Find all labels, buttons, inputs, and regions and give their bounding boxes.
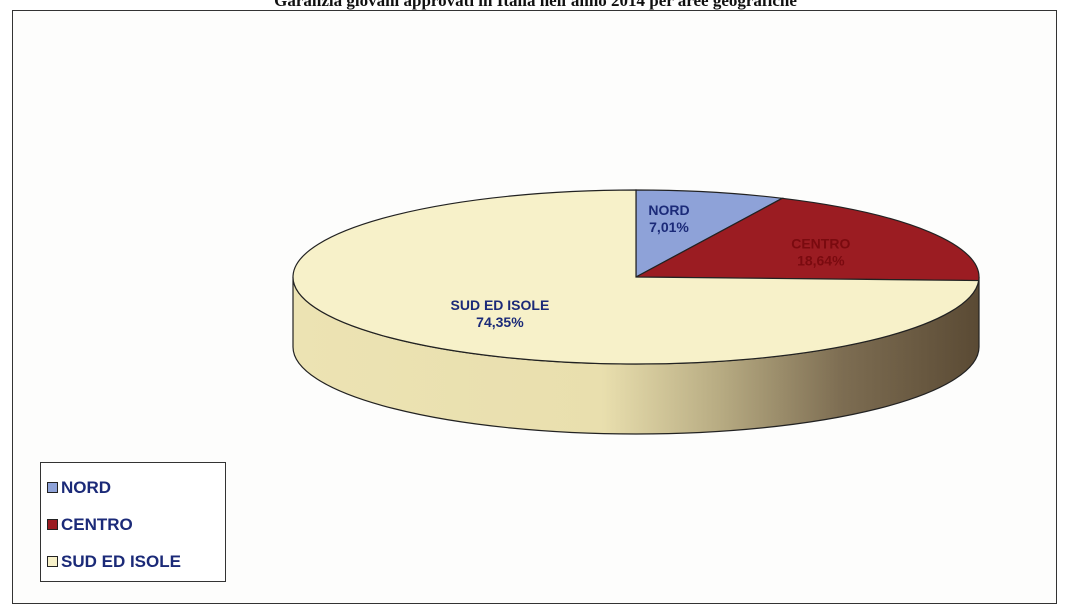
chart-title: Garanzia giovani approvati in Italia nel… [274, 0, 797, 10]
legend-swatch-sud-ed-isole [47, 556, 58, 567]
pie-slice-centro [635, 197, 980, 282]
legend: NORD CENTRO SUD ED ISOLE [40, 462, 226, 582]
legend-label-centro: CENTRO [61, 514, 133, 534]
slice-label-name-sud-ed-isole: SUD ED ISOLE [451, 297, 550, 313]
legend-item-centro: CENTRO [47, 506, 225, 543]
legend-swatch-nord [47, 482, 58, 493]
slice-label-centro: CENTRO 18,64% [791, 236, 850, 269]
slice-label-name-nord: NORD [648, 202, 689, 218]
legend-item-sud-ed-isole: SUD ED ISOLE [47, 543, 225, 580]
legend-label-nord: NORD [61, 477, 112, 497]
slice-label-name-centro: CENTRO [791, 236, 850, 252]
pie-slice-nord [635, 189, 785, 279]
slice-label-sud-ed-isole: SUD ED ISOLE 74,35% [451, 297, 550, 330]
legend-swatch-centro [47, 519, 58, 530]
legend-item-nord: NORD [47, 469, 225, 506]
legend-label-sud-ed-isole: SUD ED ISOLE [61, 551, 181, 571]
pie-slice-sud-ed-isole [292, 189, 980, 365]
slice-label-value-sud-ed-isole: 74,35% [476, 314, 524, 330]
slice-label-value-nord: 7,01% [649, 219, 689, 235]
slice-label-value-centro: 18,64% [797, 253, 845, 269]
slice-label-nord: NORD 7,01% [648, 202, 689, 235]
